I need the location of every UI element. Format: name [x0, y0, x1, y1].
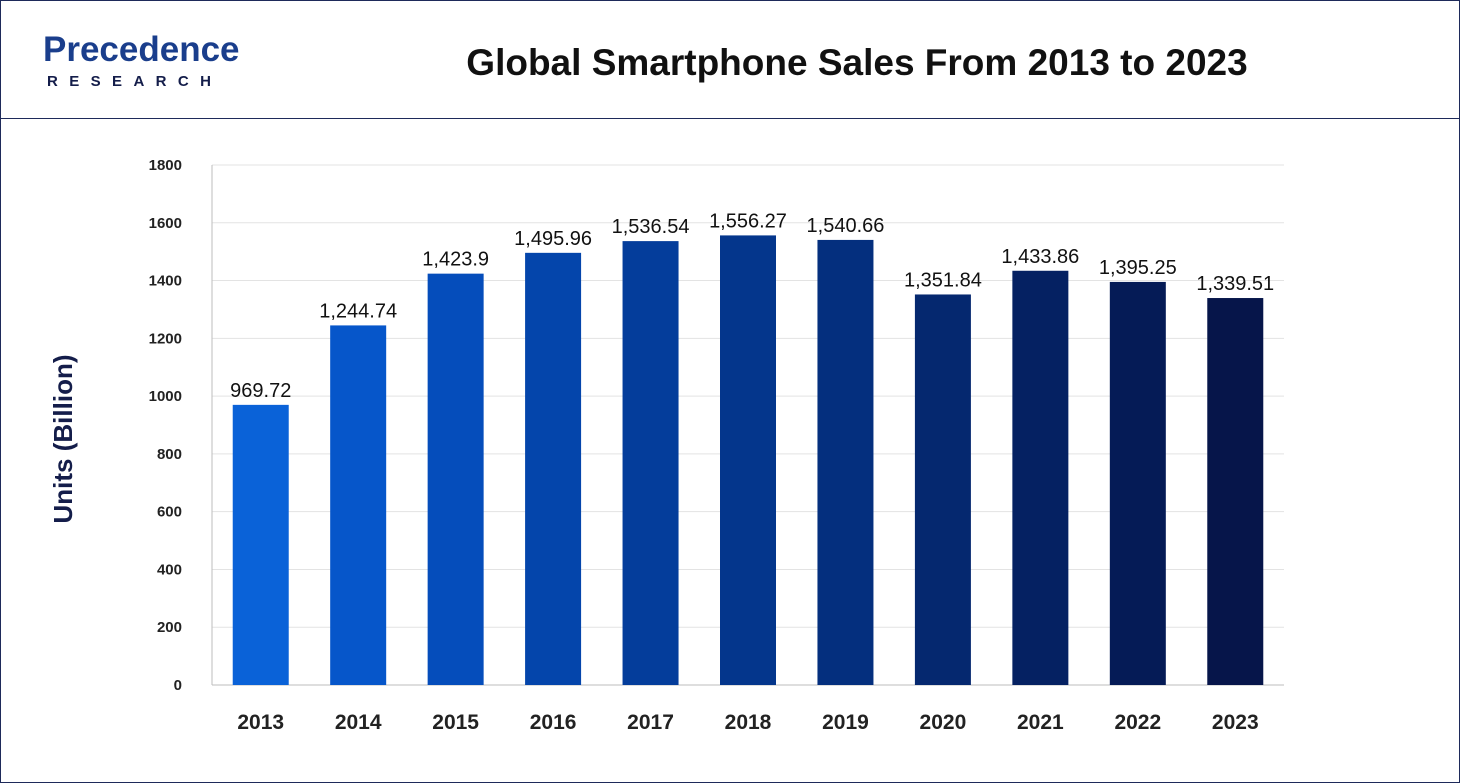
bar [330, 325, 387, 685]
x-tick-label: 2023 [1212, 711, 1259, 734]
bar [817, 239, 874, 685]
y-tick-label: 400 [157, 561, 182, 578]
x-tick-label: 2017 [627, 711, 674, 734]
x-tick-label: 2014 [335, 711, 382, 734]
data-label: 1,395.25 [1099, 257, 1177, 279]
y-tick-label: 0 [174, 677, 182, 694]
bar [232, 404, 289, 685]
chart-title: Global Smartphone Sales From 2013 to 202… [466, 42, 1248, 83]
logo-wordmark: Precedence [43, 30, 240, 69]
y-tick-label: 600 [157, 504, 182, 521]
data-label: 1,244.74 [319, 300, 397, 322]
logo-subtitle: RESEARCH [47, 73, 223, 90]
data-label: 1,536.54 [612, 216, 690, 238]
bar [1207, 298, 1264, 685]
data-label: 1,433.86 [1001, 246, 1079, 268]
x-tick-label: 2021 [1017, 711, 1064, 734]
data-label: 1,339.51 [1196, 273, 1274, 295]
data-label: 1,423.9 [422, 249, 489, 271]
bar [525, 252, 582, 685]
x-tick-label: 2016 [530, 711, 577, 734]
bar [1109, 281, 1166, 685]
x-tick-label: 2019 [822, 711, 869, 734]
data-label: 1,495.96 [514, 228, 592, 250]
y-tick-label: 1400 [149, 273, 182, 290]
x-tick-label: 2015 [432, 711, 479, 734]
data-label: 1,351.84 [904, 269, 982, 291]
data-label: 969.72 [230, 380, 291, 402]
y-tick-label: 1000 [149, 388, 182, 405]
bar-chart: 0 200 400 600 800 1000 1200 1400 1600 1800 969.72 2… [48, 157, 1284, 734]
data-label: 1,556.27 [709, 210, 787, 232]
logo: Precedence RESEARCH [43, 31, 263, 101]
x-tick-label: 2013 [237, 711, 284, 734]
x-tick-label: 2022 [1114, 711, 1161, 734]
x-tick-label: 2020 [920, 711, 967, 734]
y-tick-label: 800 [157, 446, 182, 463]
bar [720, 235, 776, 685]
y-tick-label: 1200 [149, 330, 182, 347]
y-tick-label: 1600 [149, 215, 182, 232]
x-tick-label: 2018 [725, 711, 772, 734]
bar [622, 241, 679, 685]
header: Precedence RESEARCH Global Smartphone Sa… [1, 1, 1459, 119]
data-label: 1,540.66 [807, 215, 885, 237]
bar [914, 294, 971, 685]
bar [427, 273, 484, 685]
y-axis-title: Units (Billion) [48, 355, 78, 524]
y-tick-label: 200 [157, 619, 182, 636]
y-tick-label: 1800 [149, 157, 182, 174]
bar [1012, 270, 1069, 685]
